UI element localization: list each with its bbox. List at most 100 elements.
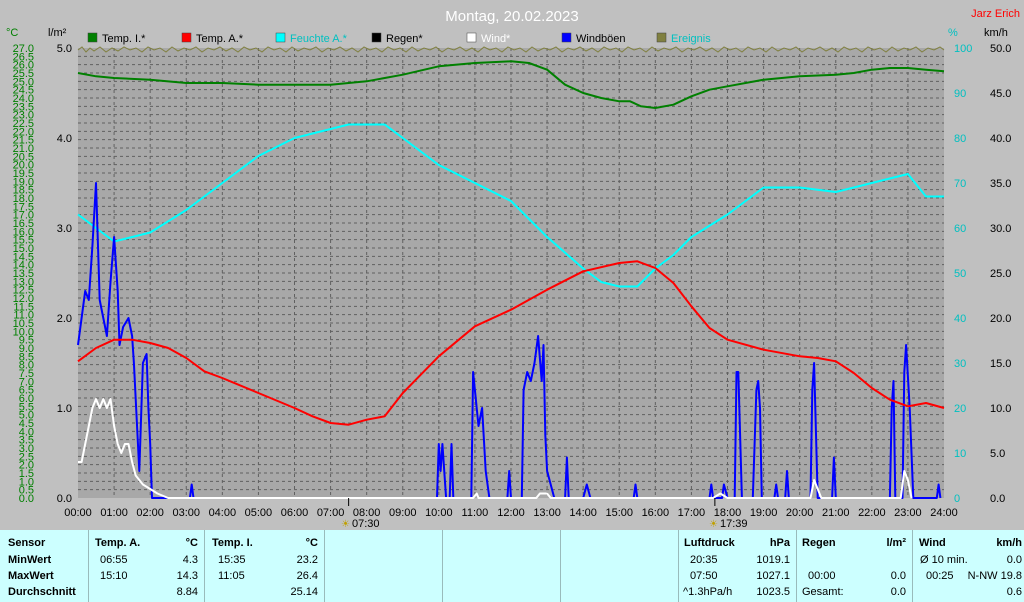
- series-line-temp-i: [77, 60, 945, 109]
- temp-a-min-value: 4.3: [182, 554, 198, 566]
- x-tick-label: 17:00: [678, 507, 706, 519]
- pressure-trend: ^1.3hPa/h: [683, 586, 733, 598]
- temp-tick-label: 3.0: [19, 443, 34, 455]
- legend-label: Feuchte A.*: [290, 33, 348, 45]
- legend-label: Temp. I.*: [102, 33, 146, 45]
- rain-tick-label: 4.0: [57, 133, 72, 145]
- humidity-tick-label: 70: [954, 178, 966, 190]
- x-tick-label: 24:00: [930, 507, 958, 519]
- avg-row-label: Durchschnitt: [8, 586, 76, 598]
- max-row-label: MaxWert: [8, 570, 54, 582]
- wind-tick-label: 35.0: [990, 178, 1011, 190]
- rain-tick-label: 0.0: [57, 493, 72, 505]
- empty-column-3: [560, 530, 679, 602]
- rain-axis-unit: l/m²: [48, 27, 67, 39]
- legend-swatch: [561, 32, 572, 43]
- temp-i-column: Temp. I. °C 15:35 23.2 11:05 26.4 25.14: [204, 530, 325, 602]
- x-tick-label: 00:00: [64, 507, 92, 519]
- temp-tick-label: 15.0: [13, 243, 34, 255]
- wind-avg-label: Ø 10 min.: [920, 554, 968, 566]
- temp-a-column: Temp. A. °C 06:55 4.3 15:10 14.3 8.84: [88, 530, 205, 602]
- pressure-min-value: 1019.1: [756, 554, 790, 566]
- humidity-tick-label: 40: [954, 313, 966, 325]
- sunrise-time: 07:30: [352, 518, 380, 530]
- temp-tick-label: 24.0: [13, 93, 34, 105]
- temp-tick-label: 22.0: [13, 126, 34, 138]
- temp-tick-label: 7.0: [19, 376, 34, 388]
- legend-label: Ereignis: [671, 33, 711, 45]
- axis-ticks: 00:00 01:00 02:00 03:00 04:00 05:00 06:00 07:00…: [13, 43, 1012, 519]
- temp-a-avg-value: 8.84: [176, 586, 198, 598]
- x-tick-label: 11:00: [462, 507, 489, 519]
- temp-tick-label: 14.5: [13, 251, 34, 263]
- wind-tick-label: 20.0: [990, 313, 1011, 325]
- empty-column-2: [442, 530, 561, 602]
- sunset-icon: ☀: [709, 519, 718, 530]
- humidity-tick-label: 80: [954, 133, 966, 145]
- temp-tick-label: 18.0: [13, 193, 34, 205]
- temp-tick-label: 15.5: [13, 235, 34, 247]
- sunset-time: 17:39: [720, 518, 748, 530]
- temp-tick-label: 21.5: [13, 135, 34, 147]
- pressure-unit: hPa: [769, 537, 790, 549]
- wind-max-time: 00:25: [926, 570, 954, 582]
- temp-tick-label: 13.5: [13, 268, 34, 280]
- x-tick-label: 09:00: [389, 507, 417, 519]
- x-tick-label: 07:00: [317, 507, 345, 519]
- x-tick-label: 06:00: [281, 507, 309, 519]
- temp-tick-label: 18.5: [13, 185, 34, 197]
- event-trace: [77, 46, 945, 53]
- temp-tick-label: 25.0: [13, 76, 34, 88]
- legend-label: Windböen: [576, 33, 626, 45]
- temp-tick-label: 17.5: [13, 201, 34, 213]
- min-row-label: MinWert: [8, 554, 52, 566]
- temp-tick-label: 9.0: [19, 343, 34, 355]
- temp-tick-label: 16.5: [13, 218, 34, 230]
- pressure-min-time: 20:35: [690, 554, 718, 566]
- chart-title: Montag, 20.02.2023: [445, 8, 578, 25]
- humidity-tick-label: 10: [954, 448, 966, 460]
- rain-max-value: 0.0: [890, 570, 906, 582]
- temp-a-max-value: 14.3: [176, 570, 198, 582]
- temp-tick-label: 8.5: [19, 351, 34, 363]
- humidity-tick-label: 30: [954, 358, 966, 370]
- humidity-axis-unit: %: [948, 27, 958, 39]
- temp-tick-label: 0.0: [19, 493, 34, 505]
- rain-tick-label: 5.0: [57, 43, 72, 55]
- temp-tick-label: 14.0: [13, 260, 34, 272]
- weather-chart: 00:00 01:00 02:00 03:00 04:00 05:00 06:00 07:00…: [6, 8, 1020, 530]
- legend-label: Regen*: [386, 33, 423, 45]
- x-tick-label: 04:00: [209, 507, 237, 519]
- wind-axis-unit: km/h: [984, 27, 1008, 39]
- temp-i-max-time: 11:05: [218, 570, 245, 582]
- temp-tick-label: 23.5: [13, 101, 34, 113]
- temp-tick-label: 1.5: [19, 468, 34, 480]
- temp-tick-label: 21.0: [13, 143, 34, 155]
- temp-tick-label: 2.0: [19, 460, 34, 472]
- sensor-column: Sensor MinWert MaxWert Durchschnitt: [0, 530, 89, 602]
- rain-total-value: 0.0: [890, 586, 906, 598]
- sensor-header: Sensor: [8, 537, 46, 549]
- wind-unit: km/h: [996, 537, 1022, 549]
- temp-tick-label: 8.0: [19, 360, 34, 372]
- temp-tick-label: 9.5: [19, 335, 34, 347]
- wind-tick-label: 25.0: [990, 268, 1011, 280]
- x-tick-label: 19:00: [750, 507, 778, 519]
- temp-tick-label: 6.0: [19, 393, 34, 405]
- legend-swatch: [371, 32, 382, 43]
- temp-a-header: Temp. A.: [95, 537, 141, 549]
- temp-tick-label: 27.0: [13, 43, 34, 55]
- temp-a-min-time: 06:55: [100, 554, 128, 566]
- temp-axis-unit: °C: [6, 27, 18, 39]
- legend-label: Temp. A.*: [196, 33, 244, 45]
- wind-tick-label: 30.0: [990, 223, 1011, 235]
- temp-i-header: Temp. I.: [212, 537, 253, 549]
- series-line-feuchte-a: [77, 123, 944, 288]
- wind-tick-label: 50.0: [990, 43, 1011, 55]
- temp-tick-label: 26.5: [13, 51, 34, 63]
- empty-column-1: [324, 530, 443, 602]
- wind-tick-label: 0.0: [990, 493, 1005, 505]
- x-tick-label: 14:00: [569, 507, 597, 519]
- temp-tick-label: 12.0: [13, 293, 34, 305]
- humidity-tick-label: 20: [954, 403, 966, 415]
